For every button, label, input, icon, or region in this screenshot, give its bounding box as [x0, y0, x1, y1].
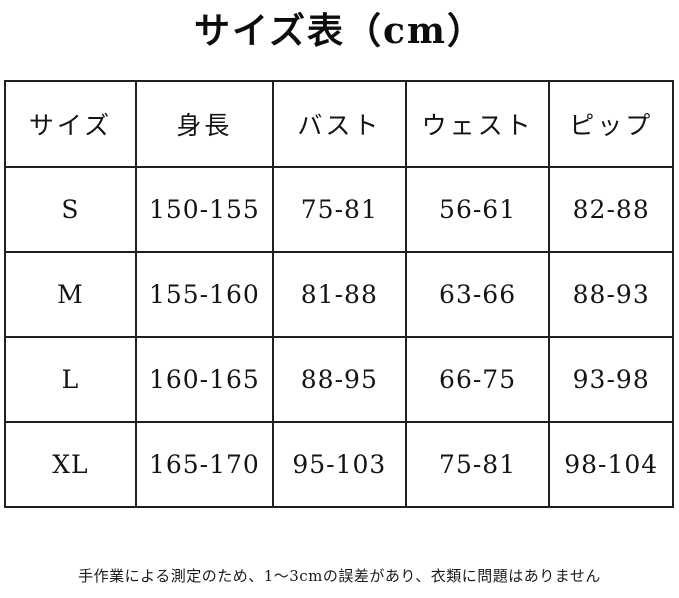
table-cell-hip: 93-98 — [548, 336, 674, 423]
page-title: サイズ表（cm） — [194, 10, 485, 52]
table-cell-hip: 88-93 — [548, 251, 674, 338]
header-cell-waist: ウェスト — [404, 80, 551, 168]
table-cell-bust: 81-88 — [271, 251, 407, 338]
measurement-disclaimer: 手作業による測定のため、1〜3cmの誤差があり、衣類に問題はありません — [78, 567, 601, 585]
table-cell-size: L — [4, 336, 137, 423]
table-cell-bust: 88-95 — [271, 336, 407, 423]
table-cell-size: M — [4, 251, 137, 338]
size-table: サイズ 身長 バスト ウェスト ピップ S 150-155 75-81 56-6… — [4, 80, 674, 508]
header-cell-hip: ピップ — [548, 80, 674, 168]
table-cell-waist: 56-61 — [404, 166, 551, 253]
table-cell-height: 160-165 — [134, 336, 274, 423]
table-cell-bust: 75-81 — [271, 166, 407, 253]
header-cell-height: 身長 — [134, 80, 274, 168]
header-cell-size: サイズ — [4, 80, 137, 168]
table-cell-waist: 66-75 — [404, 336, 551, 423]
table-cell-waist: 75-81 — [404, 421, 551, 508]
table-row: XL 165-170 95-103 75-81 98-104 — [4, 421, 674, 508]
table-row: L 160-165 88-95 66-75 93-98 — [4, 336, 674, 423]
table-cell-height: 165-170 — [134, 421, 274, 508]
table-cell-hip: 82-88 — [548, 166, 674, 253]
table-row: M 155-160 81-88 63-66 88-93 — [4, 251, 674, 338]
table-cell-waist: 63-66 — [404, 251, 551, 338]
table-cell-height: 155-160 — [134, 251, 274, 338]
table-row: S 150-155 75-81 56-61 82-88 — [4, 166, 674, 253]
table-cell-height: 150-155 — [134, 166, 274, 253]
table-header-row: サイズ 身長 バスト ウェスト ピップ — [4, 80, 674, 168]
table-cell-size: XL — [4, 421, 137, 508]
table-cell-size: S — [4, 166, 137, 253]
table-cell-bust: 95-103 — [271, 421, 407, 508]
table-cell-hip: 98-104 — [548, 421, 674, 508]
header-cell-bust: バスト — [271, 80, 407, 168]
